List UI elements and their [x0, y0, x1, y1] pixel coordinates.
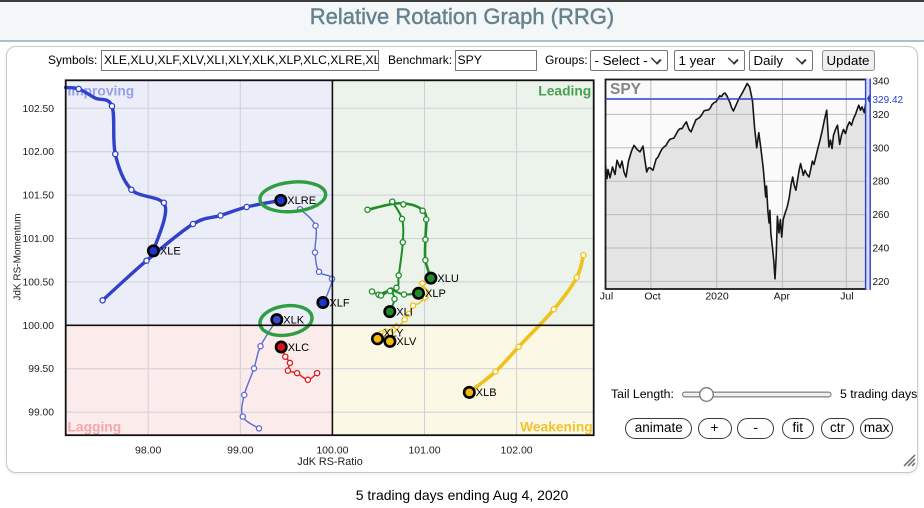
svg-text:320: 320: [873, 110, 890, 121]
svg-text:XLI: XLI: [396, 306, 413, 318]
svg-text:300: 300: [873, 143, 890, 154]
svg-text:100.00: 100.00: [23, 321, 55, 332]
svg-text:102.00: 102.00: [501, 444, 533, 456]
svg-text:XLU: XLU: [437, 273, 458, 285]
svg-text:260: 260: [873, 210, 890, 221]
svg-text:XLRE: XLRE: [287, 195, 316, 207]
svg-text:XLE: XLE: [160, 246, 181, 258]
svg-text:SPY: SPY: [610, 81, 642, 98]
svg-text:99.00: 99.00: [227, 444, 253, 456]
svg-text:Oct: Oct: [644, 291, 660, 303]
svg-text:Apr: Apr: [774, 291, 791, 303]
svg-text:100.00: 100.00: [316, 444, 348, 456]
svg-text:240: 240: [873, 244, 890, 255]
svg-text:JdK RS-Ratio: JdK RS-Ratio: [297, 456, 362, 468]
svg-text:JdK RS-Momentum: JdK RS-Momentum: [13, 213, 24, 300]
svg-text:XLV: XLV: [396, 336, 417, 348]
svg-text:Improving: Improving: [68, 84, 135, 99]
svg-text:Weakening: Weakening: [520, 420, 593, 435]
svg-text:XLB: XLB: [476, 387, 497, 399]
svg-text:220: 220: [873, 277, 890, 288]
svg-text:XLK: XLK: [283, 314, 304, 326]
svg-text:XLF: XLF: [329, 297, 349, 309]
svg-text:101.00: 101.00: [408, 444, 440, 456]
svg-text:2020: 2020: [705, 291, 729, 303]
svg-text:101.50: 101.50: [23, 191, 55, 202]
svg-text:329.42: 329.42: [873, 95, 904, 106]
svg-text:280: 280: [873, 177, 890, 188]
svg-text:Leading: Leading: [538, 84, 591, 99]
svg-text:Jul: Jul: [600, 291, 613, 303]
svg-text:99.00: 99.00: [28, 408, 54, 419]
svg-text:98.00: 98.00: [135, 444, 161, 456]
svg-text:99.50: 99.50: [28, 364, 54, 375]
svg-text:102.00: 102.00: [23, 147, 55, 158]
svg-text:101.00: 101.00: [23, 234, 55, 245]
svg-text:Jul: Jul: [840, 291, 853, 303]
svg-text:340: 340: [873, 77, 890, 88]
svg-text:XLP: XLP: [425, 288, 446, 300]
svg-text:XLC: XLC: [288, 342, 309, 354]
svg-text:Lagging: Lagging: [68, 420, 122, 435]
svg-text:100.50: 100.50: [23, 277, 55, 288]
svg-text:102.50: 102.50: [23, 104, 55, 115]
